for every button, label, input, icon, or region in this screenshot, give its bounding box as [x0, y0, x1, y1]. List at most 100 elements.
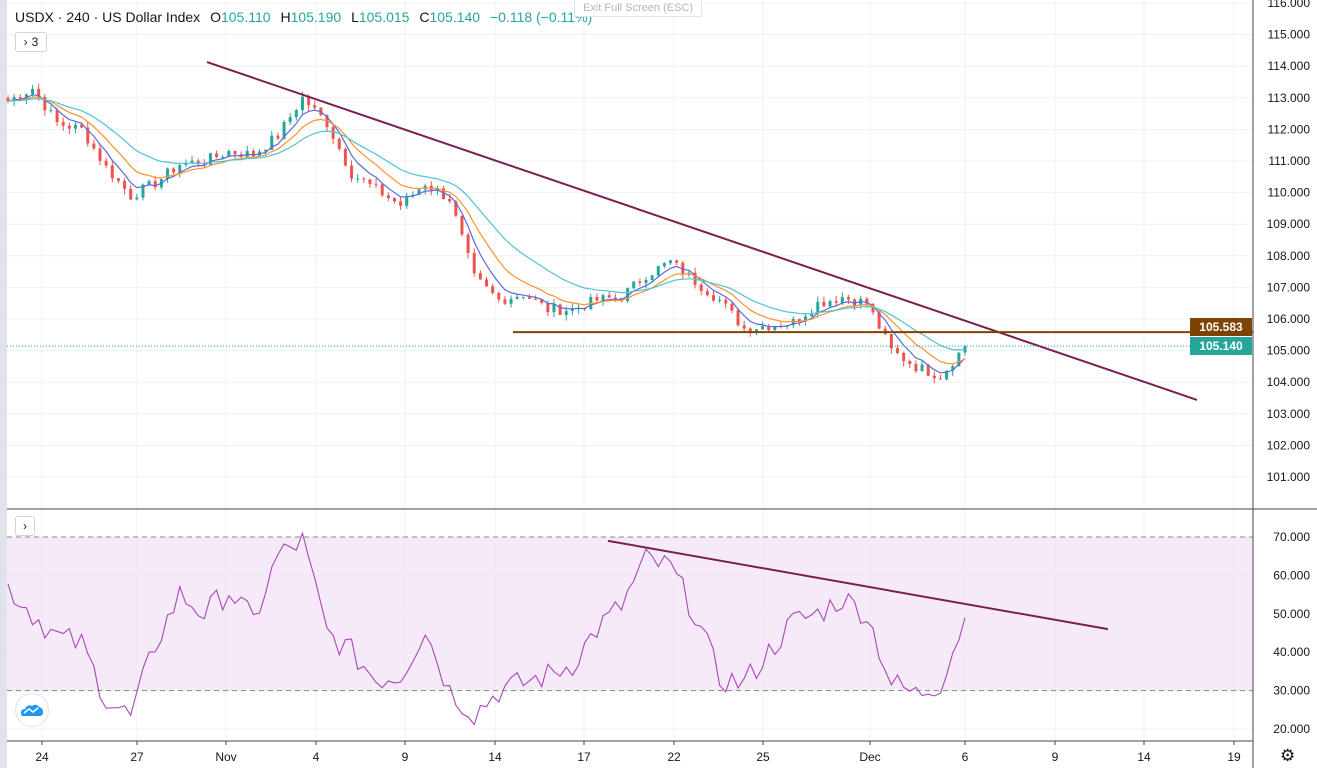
candle-body [362, 178, 366, 180]
gear-icon[interactable]: ⚙ [1280, 746, 1296, 765]
close-value: 105.140 [429, 9, 481, 25]
rsi-toggle-button[interactable]: › [15, 516, 35, 536]
candle-body [331, 127, 335, 139]
candle-body [411, 194, 415, 196]
candle-body [368, 179, 372, 184]
candle-body [650, 275, 654, 281]
candle-body [515, 296, 519, 299]
candle-body [889, 333, 893, 349]
close-key: C [419, 9, 430, 25]
candle-body [724, 299, 728, 304]
candle-body [135, 197, 139, 200]
candle-body [711, 295, 715, 301]
time-axis-label: 9 [402, 750, 409, 764]
time-axis-label: 19 [1227, 750, 1241, 764]
candle-body [448, 199, 452, 202]
candle-body [736, 310, 740, 326]
candle-body [147, 181, 151, 185]
candle-body [73, 124, 77, 129]
candle-body [116, 178, 120, 181]
candle-body [386, 195, 390, 199]
candle-body [834, 301, 838, 303]
high-key: H [280, 9, 291, 25]
candle-body [24, 94, 28, 99]
candle-body [172, 168, 176, 173]
candle-body [37, 88, 41, 97]
time-axis-label: 14 [488, 750, 502, 764]
chevron-right-icon: › [23, 35, 28, 49]
time-axis-label: 27 [130, 750, 144, 764]
candle-body [350, 165, 354, 179]
candle-body [816, 301, 820, 314]
candle-body [270, 135, 274, 150]
change-value: −0.118 (−0.11%) [489, 9, 593, 25]
price-axis-label: 107.000 [1267, 280, 1311, 294]
candle-body [503, 299, 507, 304]
candle-body [80, 124, 84, 128]
time-axis-label: 9 [1052, 750, 1059, 764]
candle-body [626, 288, 630, 302]
candle-body [178, 165, 182, 173]
candle-body [521, 296, 525, 298]
candle-body [932, 375, 936, 379]
candle-body [343, 148, 347, 166]
candle-body [442, 188, 446, 200]
price-axis-label: 102.000 [1267, 438, 1311, 452]
symbol-legend: USDX · 240 · US Dollar Index O105.110 H1… [15, 9, 592, 25]
tradingview-logo[interactable] [15, 693, 49, 727]
candle-body [840, 297, 844, 303]
candle-body [748, 328, 752, 333]
candle-body [18, 97, 22, 99]
price-axis-label: 115.000 [1268, 28, 1311, 42]
candle-body [356, 178, 360, 180]
candle-body [828, 301, 832, 307]
candle-body [742, 325, 746, 329]
open-value: 105.110 [220, 9, 271, 25]
candle-body [527, 296, 531, 299]
level-price-label: 105.583 [1190, 318, 1252, 336]
candle-body [791, 318, 795, 326]
candle-body [55, 110, 59, 123]
candle-body [313, 105, 317, 108]
candle-body [730, 303, 734, 311]
candle-body [638, 281, 642, 283]
candle-body [595, 296, 599, 301]
time-axis-label: Nov [215, 750, 236, 764]
exit-fullscreen-button[interactable]: Exit Full Screen (ESC) [574, 0, 702, 17]
candle-body [49, 110, 53, 112]
candle-body [110, 165, 114, 179]
candle-body [546, 302, 550, 313]
candle-body [196, 160, 200, 165]
candle-body [938, 378, 942, 380]
time-axis-label: 14 [1137, 750, 1151, 764]
candle-body [540, 299, 544, 303]
rsi-axis-label: 70.000 [1273, 530, 1310, 544]
candle-body [300, 96, 304, 111]
candle-body [491, 286, 495, 293]
candle-body [307, 96, 311, 106]
candle-body [804, 316, 807, 322]
candle-body [417, 189, 421, 195]
indicators-toggle-button[interactable]: › 3 [15, 32, 47, 52]
time-axis-label: 4 [313, 750, 320, 764]
candle-body [669, 260, 673, 264]
candle-body [478, 273, 482, 280]
candle-body [153, 181, 157, 188]
candle-body [896, 348, 900, 354]
chevron-right-icon: › [23, 519, 27, 533]
candle-body [926, 364, 930, 376]
rsi-axis-label: 30.000 [1273, 684, 1310, 698]
rsi-axis-label: 50.000 [1273, 607, 1310, 621]
candle-body [380, 184, 384, 196]
rsi-trendline [607, 539, 1109, 631]
rsi-axis-label: 40.000 [1273, 645, 1310, 659]
candle-body [754, 329, 758, 333]
candle-body [12, 97, 16, 102]
high-value: 105.190 [290, 9, 342, 25]
candle-body [221, 156, 225, 158]
candle-body [705, 290, 709, 296]
price-axis-label: 112.000 [1268, 122, 1311, 136]
symbol-title[interactable]: USDX · 240 · US Dollar Index [15, 9, 201, 25]
candle-body [632, 281, 636, 289]
